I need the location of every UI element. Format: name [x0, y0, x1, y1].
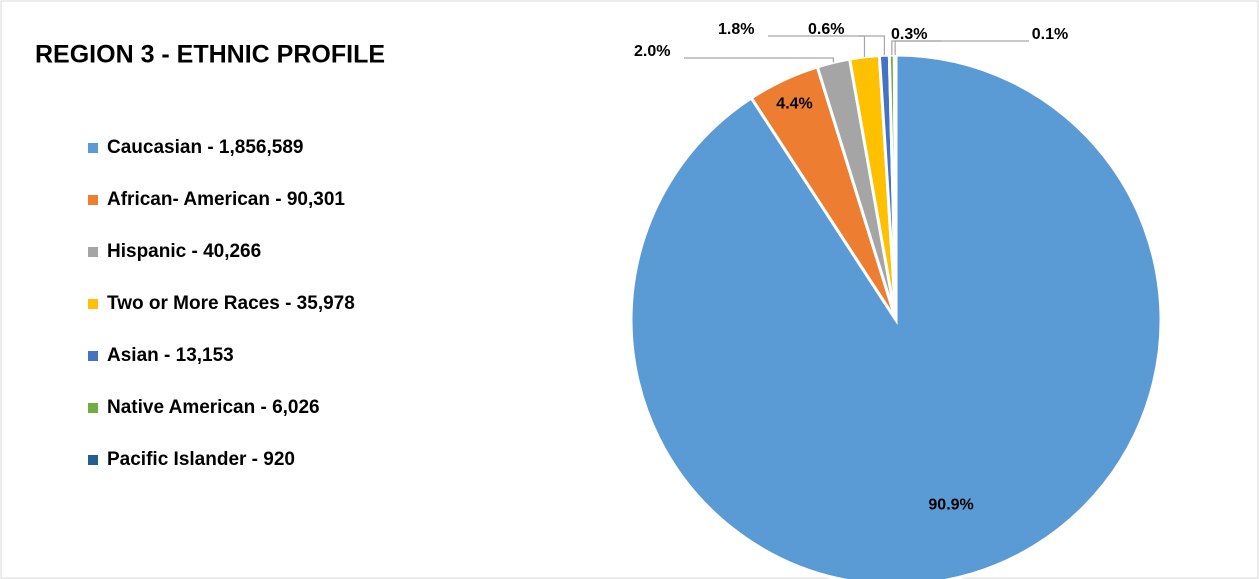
- leader-line: [684, 57, 834, 63]
- legend-label: African- American - 90,301: [107, 189, 345, 210]
- legend-swatch: [88, 143, 98, 153]
- data-label: 0.3%: [891, 26, 927, 43]
- legend-swatch: [88, 299, 98, 309]
- legend-label: Hispanic - 40,266: [107, 241, 261, 262]
- leader-line: [894, 40, 1029, 56]
- legend-swatch: [88, 195, 98, 205]
- legend-label: Caucasian - 1,856,589: [107, 137, 303, 158]
- legend-label: Two or More Races - 35,978: [107, 293, 355, 314]
- data-label: 0.1%: [1032, 26, 1068, 43]
- legend-swatch: [88, 403, 98, 413]
- data-label: 1.8%: [718, 21, 754, 38]
- data-label: 90.9%: [928, 497, 973, 514]
- leader-line: [858, 35, 885, 56]
- legend-swatch: [88, 455, 98, 465]
- data-label: 0.6%: [808, 21, 844, 38]
- data-label: 2.0%: [634, 43, 670, 60]
- legend-label: Asian - 13,153: [107, 345, 234, 366]
- legend-swatch: [88, 351, 98, 361]
- chart-title: REGION 3 - ETHNIC PROFILE: [35, 41, 385, 69]
- legend-label: Native American - 6,026: [107, 397, 320, 418]
- legend-label: Pacific Islander - 920: [107, 449, 295, 470]
- data-label: 4.4%: [776, 95, 812, 112]
- legend-swatch: [88, 247, 98, 257]
- pie-slice: [892, 53, 898, 321]
